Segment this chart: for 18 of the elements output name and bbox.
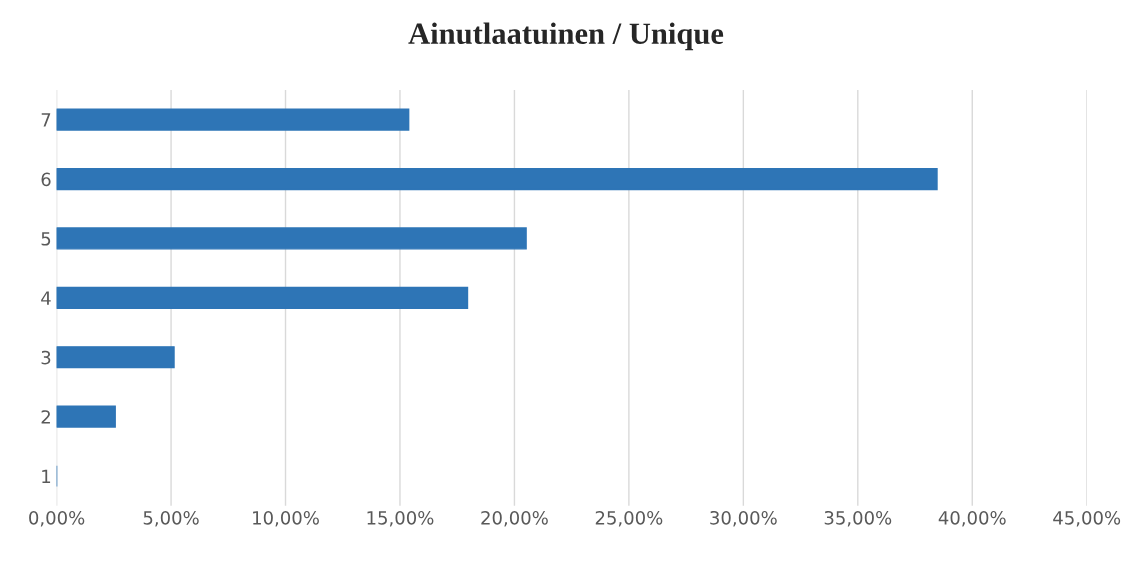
y-tick-label: 7: [41, 113, 51, 127]
chart-title: Ainutlaatuinen / Unique: [408, 22, 724, 51]
x-tick-label: 40,00%: [938, 510, 1006, 527]
y-tick-label: 2: [41, 410, 50, 424]
x-tick-label: 30,00%: [710, 510, 777, 527]
x-tick-label: 35,00%: [824, 510, 892, 527]
x-tick-label: 25,00%: [595, 510, 663, 527]
y-tick-label: 4: [41, 291, 51, 305]
x-tick-label: 45,00%: [1053, 510, 1121, 527]
y-tick-label: 6: [41, 172, 51, 187]
x-tick-label: 0,00%: [29, 510, 85, 527]
y-tick-label: 3: [41, 350, 51, 365]
x-tick-label: 20,00%: [481, 510, 548, 527]
y-tick-label: 5: [41, 232, 51, 246]
x-tick-label: 15,00%: [367, 510, 434, 527]
x-tick-label: 5,00%: [143, 510, 199, 527]
y-tick-label: 1: [42, 469, 51, 483]
x-tick-label: 10,00%: [253, 510, 319, 527]
